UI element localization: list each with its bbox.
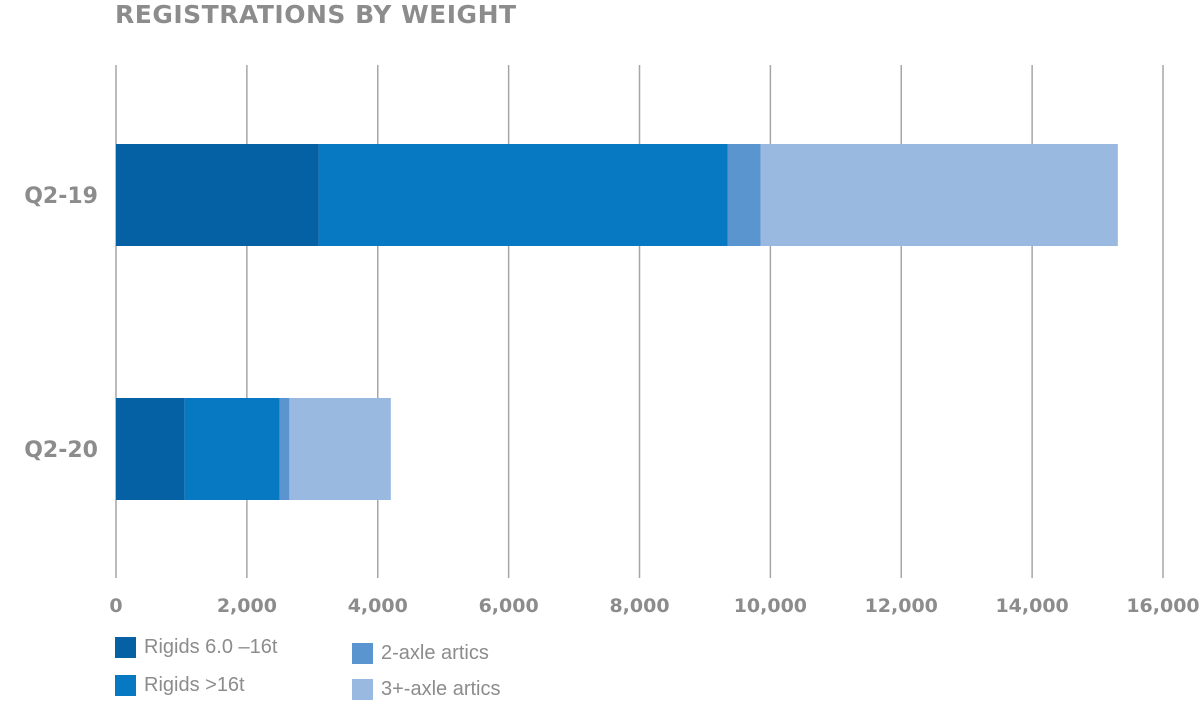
legend-item-rigids-6-16t: Rigids 6.0 –16t	[115, 636, 277, 659]
bar-segment	[184, 398, 280, 500]
x-tick-label: 8,000	[609, 595, 669, 617]
x-tick-label: 2,000	[217, 595, 277, 617]
bar-segment	[289, 398, 391, 500]
legend-item-3-plus-axle-artics: 3+-axle artics	[352, 678, 501, 701]
bar-segment	[727, 144, 761, 246]
x-tick-label: 10,000	[734, 595, 807, 617]
legend-label: 2-axle artics	[381, 642, 489, 664]
x-axis-tick-labels: 0 2,000 4,000 6,000 8,000 10,000 12,000 14,000 1…	[109, 595, 1199, 617]
x-tick-label: 12,000	[865, 595, 938, 617]
legend-label: 3+-axle artics	[381, 678, 501, 700]
x-tick-label: 6,000	[479, 595, 539, 617]
legend-label: Rigids >16t	[144, 674, 245, 696]
legend: Rigids 6.0 –16t Rigids >16t 2-axle artic…	[115, 636, 595, 702]
category-label: Q2-20	[24, 438, 98, 463]
bar-segment	[116, 398, 185, 500]
x-tick-label: 16,000	[1126, 595, 1199, 617]
gridlines	[115, 65, 1164, 578]
category-labels: Q2-19 Q2-20	[24, 184, 98, 463]
bar-segment	[318, 144, 728, 246]
bar-chart: Q2-19 Q2-20 0 2,000 4,000 6,000 8,000 10,000 12…	[24, 65, 1200, 617]
legend-swatch	[352, 643, 373, 664]
legend-swatch	[352, 679, 373, 700]
x-tick-label: 0	[109, 595, 122, 617]
chart-title: REGISTRATIONS BY WEIGHT	[115, 0, 517, 29]
legend-swatch	[115, 675, 136, 696]
legend-item-2-axle-artics: 2-axle artics	[352, 642, 489, 665]
bar-segment	[279, 398, 290, 500]
legend-item-rigids-over-16t: Rigids >16t	[115, 674, 245, 697]
bars	[116, 144, 1118, 500]
x-tick-label: 4,000	[348, 595, 408, 617]
bar-segment	[116, 144, 319, 246]
legend-swatch	[115, 637, 136, 658]
bar-segment	[760, 144, 1118, 246]
legend-label: Rigids 6.0 –16t	[144, 636, 278, 658]
category-label: Q2-19	[24, 184, 98, 209]
x-tick-label: 14,000	[995, 595, 1068, 617]
